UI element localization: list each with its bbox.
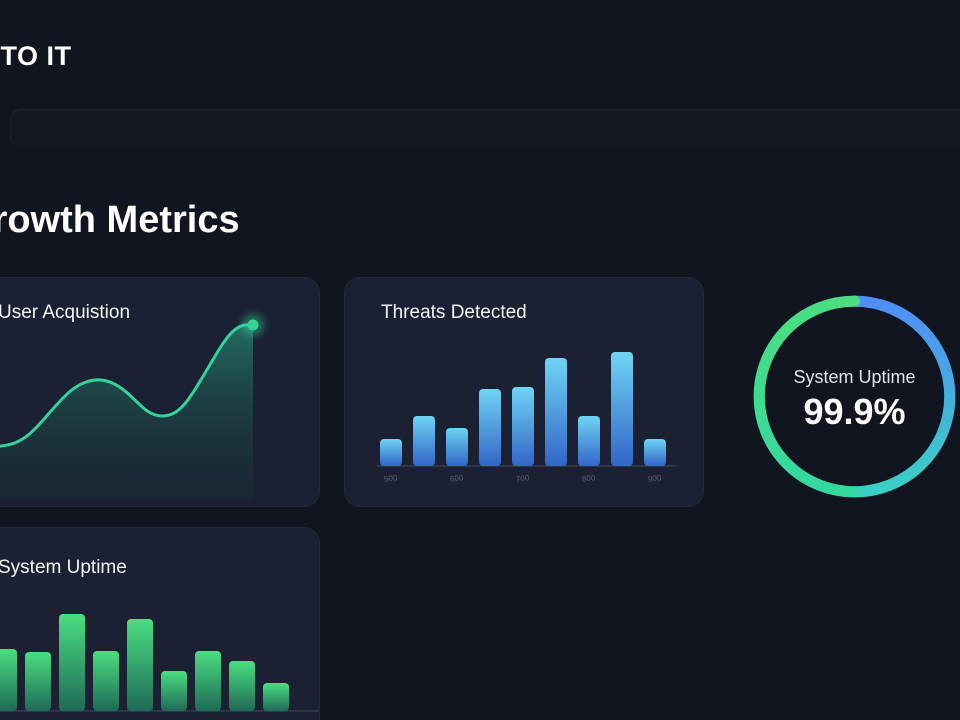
svg-text:600: 600	[449, 473, 464, 484]
svg-text:800: 800	[581, 473, 596, 484]
svg-text:500: 500	[383, 473, 398, 484]
svg-text:900: 900	[647, 473, 662, 484]
svg-text:700: 700	[515, 473, 530, 484]
